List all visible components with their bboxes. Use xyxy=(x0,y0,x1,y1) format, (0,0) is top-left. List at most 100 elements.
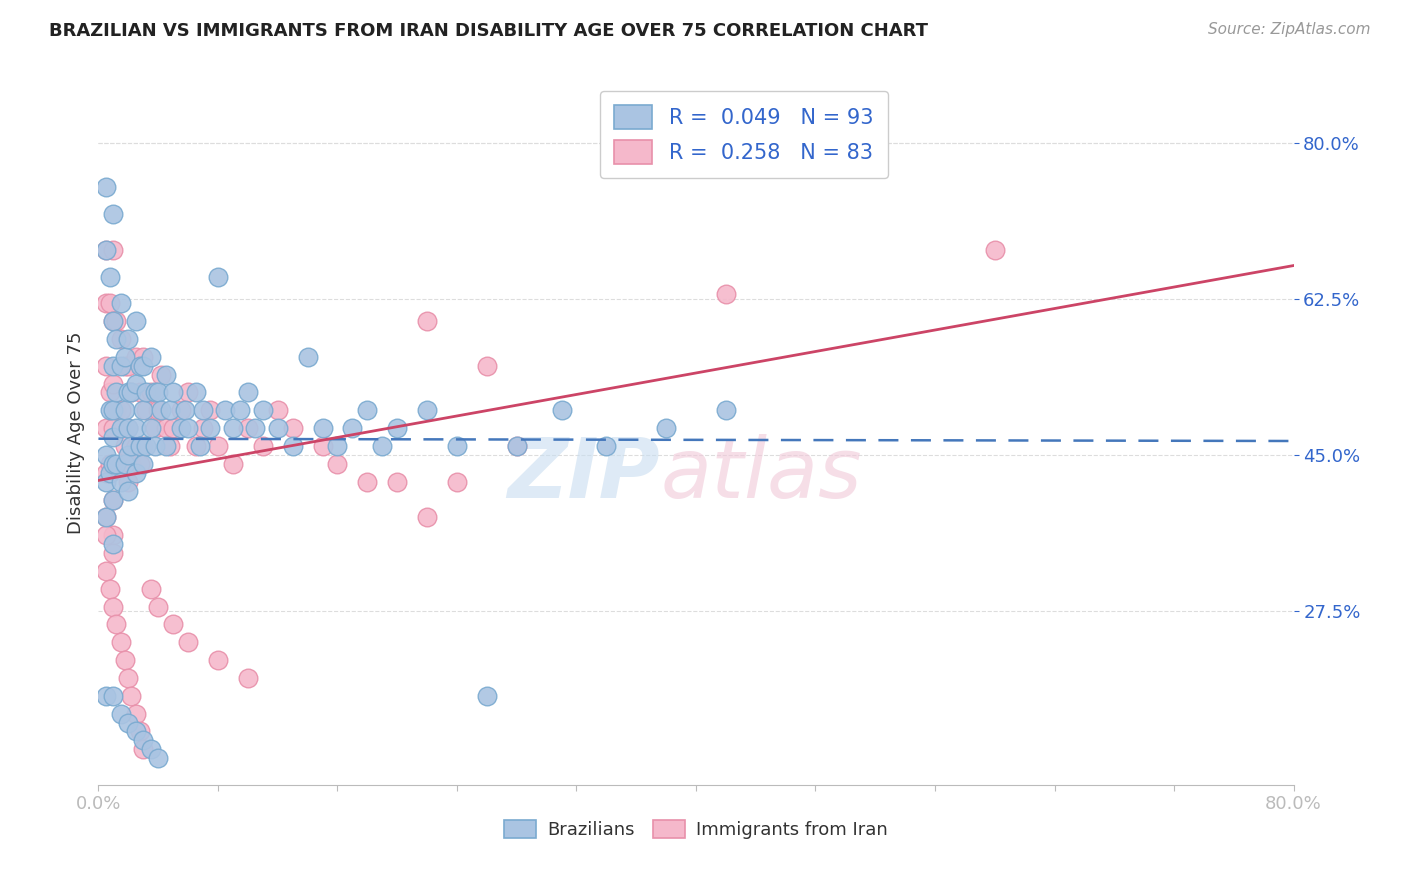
Point xyxy=(207,269,229,284)
Point xyxy=(475,359,498,373)
Point xyxy=(143,421,166,435)
Point xyxy=(120,385,142,400)
Point xyxy=(117,359,139,373)
Point xyxy=(155,421,177,435)
Point xyxy=(311,439,333,453)
Point xyxy=(117,475,139,489)
Point xyxy=(103,689,125,703)
Point xyxy=(162,617,184,632)
Point xyxy=(120,457,142,471)
Point xyxy=(174,403,197,417)
Point xyxy=(94,466,117,480)
Point xyxy=(446,475,468,489)
Point xyxy=(385,421,409,435)
Point xyxy=(117,421,139,435)
Point xyxy=(103,243,125,257)
Point xyxy=(222,421,245,435)
Point xyxy=(117,385,139,400)
Point xyxy=(105,332,128,346)
Point xyxy=(188,439,211,453)
Point xyxy=(159,403,181,417)
Point xyxy=(371,439,394,453)
Point xyxy=(103,207,125,221)
Y-axis label: Disability Age Over 75: Disability Age Over 75 xyxy=(66,331,84,534)
Point xyxy=(94,564,117,578)
Point xyxy=(267,403,290,417)
Point xyxy=(132,403,155,417)
Point xyxy=(110,457,132,471)
Point xyxy=(114,350,136,364)
Point xyxy=(148,751,170,765)
Point xyxy=(135,385,157,400)
Point xyxy=(184,439,207,453)
Point xyxy=(129,457,152,471)
Point xyxy=(236,421,259,435)
Point xyxy=(143,385,166,400)
Point xyxy=(103,430,125,444)
Point xyxy=(150,368,173,382)
Point xyxy=(342,421,364,435)
Point xyxy=(103,492,125,507)
Point xyxy=(155,439,177,453)
Point xyxy=(129,385,152,400)
Point xyxy=(117,715,139,730)
Point xyxy=(110,475,132,489)
Point xyxy=(177,421,200,435)
Point xyxy=(125,724,148,739)
Point xyxy=(117,671,139,685)
Point xyxy=(94,448,117,462)
Point xyxy=(98,296,122,310)
Point xyxy=(114,457,136,471)
Point xyxy=(94,180,117,194)
Point xyxy=(162,421,184,435)
Point xyxy=(125,706,148,721)
Point xyxy=(98,269,122,284)
Point xyxy=(184,385,207,400)
Point xyxy=(125,314,148,328)
Point xyxy=(94,475,117,489)
Point xyxy=(356,475,378,489)
Point xyxy=(714,287,737,301)
Point xyxy=(207,653,229,667)
Point xyxy=(114,439,136,453)
Point xyxy=(103,421,125,435)
Point xyxy=(110,421,132,435)
Point xyxy=(252,439,274,453)
Point xyxy=(236,671,259,685)
Point xyxy=(139,742,162,756)
Point xyxy=(155,368,177,382)
Point xyxy=(94,421,117,435)
Point xyxy=(222,457,245,471)
Point xyxy=(177,635,200,649)
Point xyxy=(984,243,1007,257)
Point xyxy=(139,385,162,400)
Text: atlas: atlas xyxy=(661,434,862,516)
Point xyxy=(125,350,148,364)
Point xyxy=(117,448,139,462)
Point xyxy=(191,403,214,417)
Point xyxy=(129,359,152,373)
Point xyxy=(125,376,148,391)
Point xyxy=(200,403,222,417)
Text: BRAZILIAN VS IMMIGRANTS FROM IRAN DISABILITY AGE OVER 75 CORRELATION CHART: BRAZILIAN VS IMMIGRANTS FROM IRAN DISABI… xyxy=(49,22,928,40)
Point xyxy=(416,314,439,328)
Point xyxy=(129,724,152,739)
Point xyxy=(191,421,214,435)
Point xyxy=(103,314,125,328)
Point xyxy=(98,582,122,596)
Point xyxy=(103,359,125,373)
Point xyxy=(103,376,125,391)
Point xyxy=(103,403,125,417)
Point xyxy=(135,439,157,453)
Point xyxy=(139,421,162,435)
Point xyxy=(103,314,125,328)
Point xyxy=(229,403,252,417)
Point xyxy=(281,421,304,435)
Point xyxy=(125,439,148,453)
Point xyxy=(416,510,439,524)
Text: ZIP: ZIP xyxy=(508,434,661,516)
Point xyxy=(169,421,191,435)
Point xyxy=(356,403,378,417)
Point xyxy=(94,528,117,542)
Point xyxy=(132,733,155,747)
